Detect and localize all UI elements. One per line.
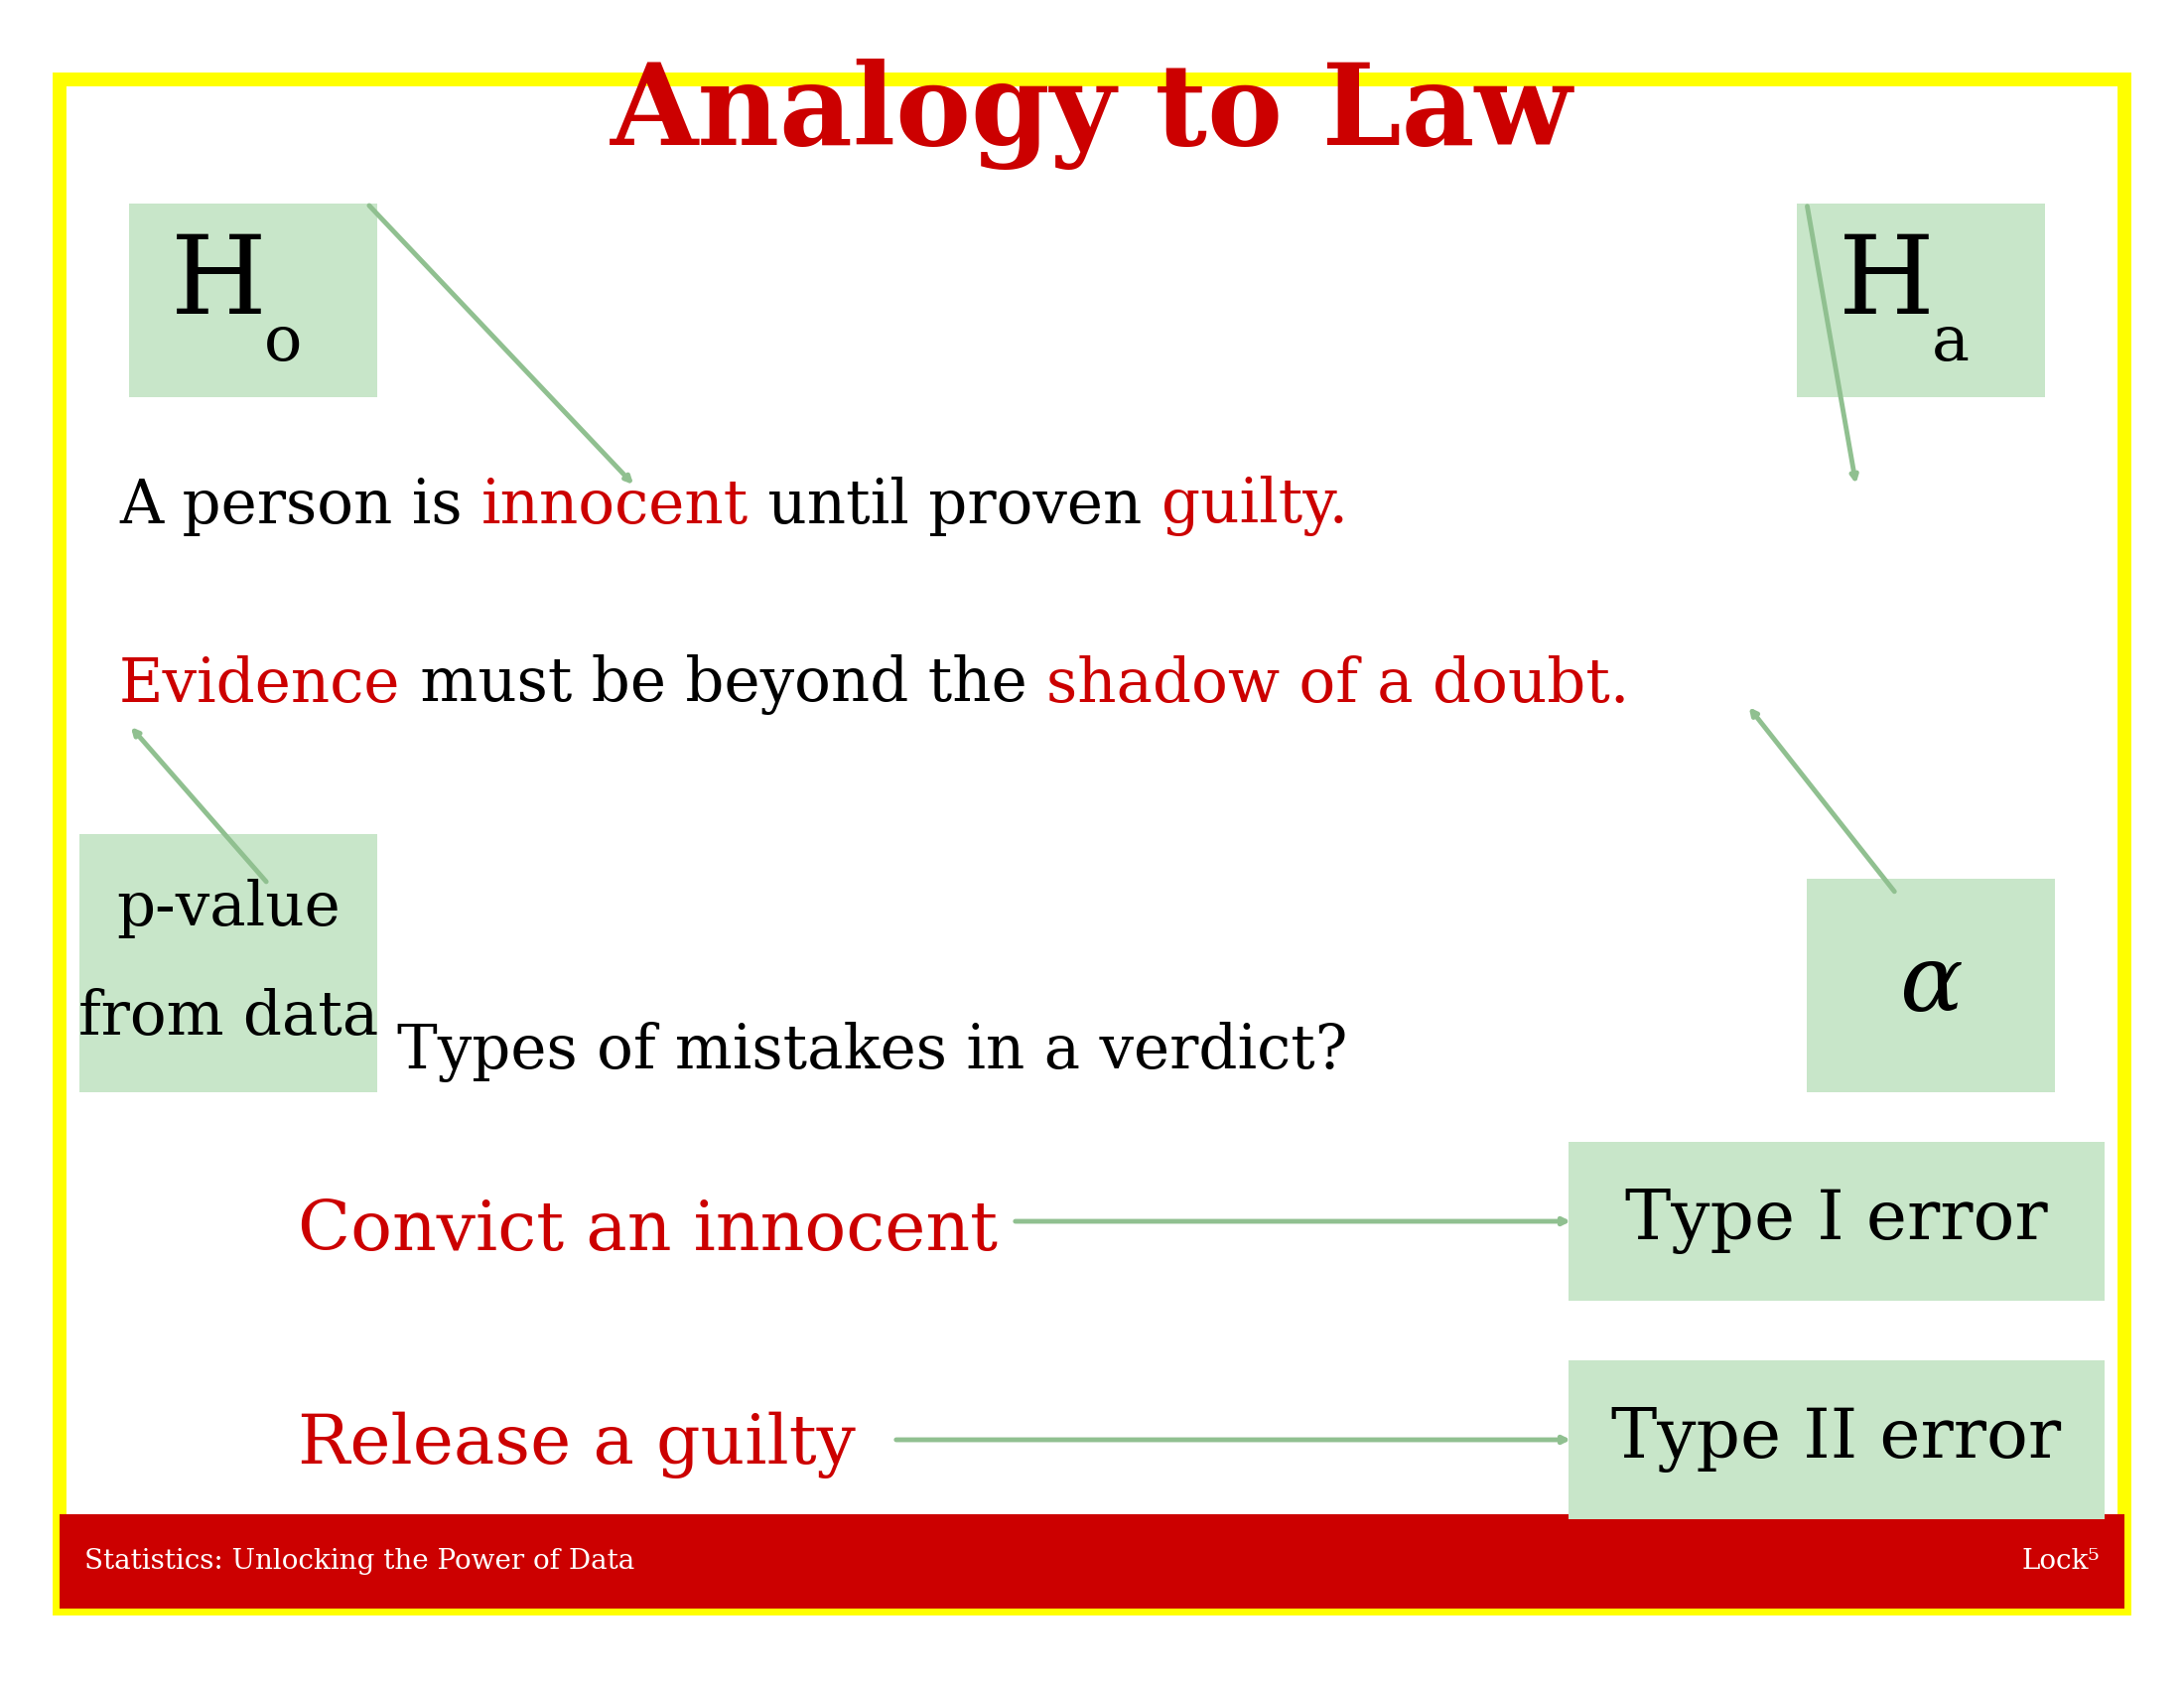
Text: o: o [264,312,301,373]
Text: Release a guilty: Release a guilty [297,1411,856,1479]
Text: Type II error: Type II error [1612,1406,2062,1472]
Text: p-value: p-value [116,879,341,939]
Text: until proven: until proven [749,476,1162,537]
FancyBboxPatch shape [129,204,378,397]
FancyBboxPatch shape [59,79,2125,1609]
Text: from data: from data [79,987,378,1048]
FancyBboxPatch shape [1568,1361,2105,1519]
FancyBboxPatch shape [59,1514,2125,1609]
Text: shadow of a doubt.: shadow of a doubt. [1046,655,1629,716]
Text: Types of mistakes in a verdict?: Types of mistakes in a verdict? [397,1023,1348,1082]
Text: A person is: A person is [120,476,480,537]
FancyBboxPatch shape [1568,1141,2105,1301]
Text: H: H [1839,230,1935,336]
Text: a: a [1933,312,1970,373]
FancyBboxPatch shape [1797,204,2044,397]
Text: must be beyond the: must be beyond the [400,655,1046,716]
Text: Type I error: Type I error [1625,1188,2049,1254]
FancyBboxPatch shape [1806,879,2055,1092]
Text: H: H [170,230,266,336]
Text: Convict an innocent: Convict an innocent [297,1198,998,1264]
Text: Statistics: Unlocking the Power of Data: Statistics: Unlocking the Power of Data [85,1548,636,1575]
Text: innocent: innocent [480,476,749,537]
Text: guilty.: guilty. [1162,476,1348,537]
Text: Lock⁵: Lock⁵ [2022,1548,2099,1575]
Text: α: α [1900,940,1963,1030]
FancyBboxPatch shape [79,834,378,1092]
Text: Evidence: Evidence [120,655,400,716]
Text: Analogy to Law: Analogy to Law [612,59,1572,170]
